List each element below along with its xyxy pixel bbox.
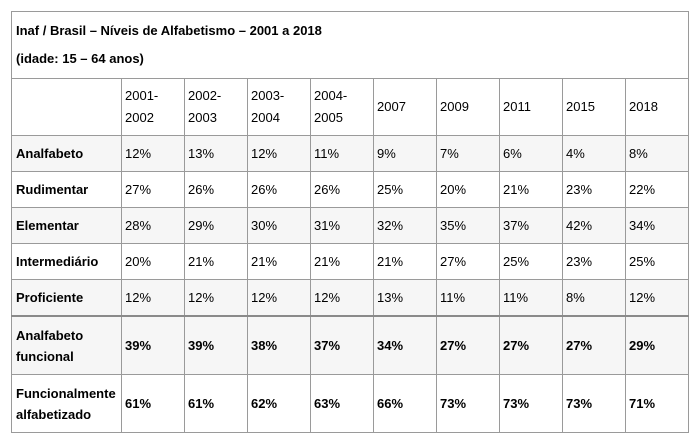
header-cell: 2015 (562, 78, 626, 136)
table-cell: 8% (562, 279, 626, 317)
table-cell: 26% (310, 171, 374, 208)
table-cell: 25% (373, 171, 437, 208)
table-cell: 28% (121, 207, 185, 244)
row-label: Funcionalmente alfabetizado (11, 374, 122, 433)
table-cell: 29% (624, 315, 690, 375)
table-cell: 37% (310, 315, 374, 375)
header-cell: 2011 (499, 78, 563, 136)
table-cell: 12% (247, 279, 311, 317)
table-cell: 30% (247, 207, 311, 244)
table-row: Proficiente 12% 12% 12% 12% 13% 11% 11% … (11, 279, 690, 317)
table-cell: 11% (436, 279, 500, 317)
table-cell: 26% (247, 171, 311, 208)
table-cell: 29% (184, 207, 248, 244)
literacy-table-container: Inaf / Brasil – Níveis de Alfabetismo – … (10, 11, 690, 433)
header-cell: 2009 (436, 78, 500, 136)
table-cell: 42% (562, 207, 626, 244)
table-cell: 12% (184, 279, 248, 317)
table-cell: 7% (436, 135, 500, 172)
table-cell: 12% (247, 135, 311, 172)
table-cell: 12% (121, 279, 185, 317)
table-cell: 32% (373, 207, 437, 244)
title-line-2: (idade: 15 – 64 anos) (16, 50, 144, 66)
row-label: Proficiente (11, 279, 122, 317)
row-label: Rudimentar (11, 171, 122, 208)
header-cell: 2007 (373, 78, 437, 136)
table-row: Analfabeto 12% 13% 12% 11% 9% 7% 6% 4% 8… (11, 135, 690, 172)
header-cell: 2004- 2005 (310, 78, 374, 136)
row-label: Elementar (11, 207, 122, 244)
table-cell: 34% (624, 207, 690, 244)
table-cell: 73% (562, 374, 626, 433)
row-label: Analfabeto (11, 135, 122, 172)
table-cell: 11% (310, 135, 374, 172)
table-cell: 37% (499, 207, 563, 244)
table-cell: 27% (562, 315, 626, 375)
table-title: Inaf / Brasil – Níveis de Alfabetismo – … (10, 11, 690, 79)
table-cell: 63% (310, 374, 374, 433)
header-cell: 2002- 2003 (184, 78, 248, 136)
header-cell: 2018 (624, 78, 690, 136)
row-label: Intermediário (11, 243, 122, 280)
table-row: Intermediário 20% 21% 21% 21% 21% 27% 25… (11, 243, 690, 280)
table-cell: 71% (624, 374, 690, 433)
table-row: Elementar 28% 29% 30% 31% 32% 35% 37% 42… (11, 207, 690, 244)
table-cell: 11% (499, 279, 563, 317)
table-cell: 62% (247, 374, 311, 433)
table-cell: 27% (121, 171, 185, 208)
header-row: 2001- 2002 2002- 2003 2003- 2004 2004- 2005 … (11, 78, 690, 136)
table-cell: 27% (436, 315, 500, 375)
table-cell: 21% (373, 243, 437, 280)
header-cell: 2003- 2004 (247, 78, 311, 136)
table-cell: 8% (624, 135, 690, 172)
table-cell: 31% (310, 207, 374, 244)
table-cell: 13% (373, 279, 437, 317)
table-cell: 73% (436, 374, 500, 433)
header-empty-cell (11, 78, 122, 136)
table-row: Funcionalmente alfabetizado 61% 61% 62% 6… (11, 374, 690, 433)
table-cell: 21% (310, 243, 374, 280)
table-cell: 25% (624, 243, 690, 280)
table-cell: 39% (121, 315, 185, 375)
table-cell: 4% (562, 135, 626, 172)
table-cell: 23% (562, 243, 626, 280)
table-cell: 61% (184, 374, 248, 433)
table-cell: 21% (184, 243, 248, 280)
table-cell: 12% (121, 135, 185, 172)
table-cell: 66% (373, 374, 437, 433)
table-cell: 21% (499, 171, 563, 208)
table-cell: 25% (499, 243, 563, 280)
table-row: Rudimentar 27% 26% 26% 26% 25% 20% 21% 2… (11, 171, 690, 208)
table-cell: 13% (184, 135, 248, 172)
table-cell: 73% (499, 374, 563, 433)
table-cell: 12% (624, 279, 690, 317)
title-line-1: Inaf / Brasil – Níveis de Alfabetismo – … (16, 22, 322, 38)
literacy-levels-table: Inaf / Brasil – Níveis de Alfabetismo – … (10, 11, 690, 433)
table-cell: 20% (121, 243, 185, 280)
table-cell: 27% (436, 243, 500, 280)
row-label: Analfabeto funcional (11, 315, 122, 375)
table-cell: 21% (247, 243, 311, 280)
table-cell: 26% (184, 171, 248, 208)
table-cell: 12% (310, 279, 374, 317)
table-cell: 22% (624, 171, 690, 208)
table-cell: 27% (499, 315, 563, 375)
table-row: Analfabeto funcional 39% 39% 38% 37% 34% … (11, 315, 690, 375)
table-cell: 34% (373, 315, 437, 375)
table-cell: 9% (373, 135, 437, 172)
table-cell: 6% (499, 135, 563, 172)
table-cell: 61% (121, 374, 185, 433)
table-cell: 38% (247, 315, 311, 375)
header-cell: 2001- 2002 (121, 78, 185, 136)
table-cell: 23% (562, 171, 626, 208)
table-cell: 35% (436, 207, 500, 244)
table-cell: 20% (436, 171, 500, 208)
table-cell: 39% (184, 315, 248, 375)
title-row: Inaf / Brasil – Níveis de Alfabetismo – … (10, 11, 690, 79)
